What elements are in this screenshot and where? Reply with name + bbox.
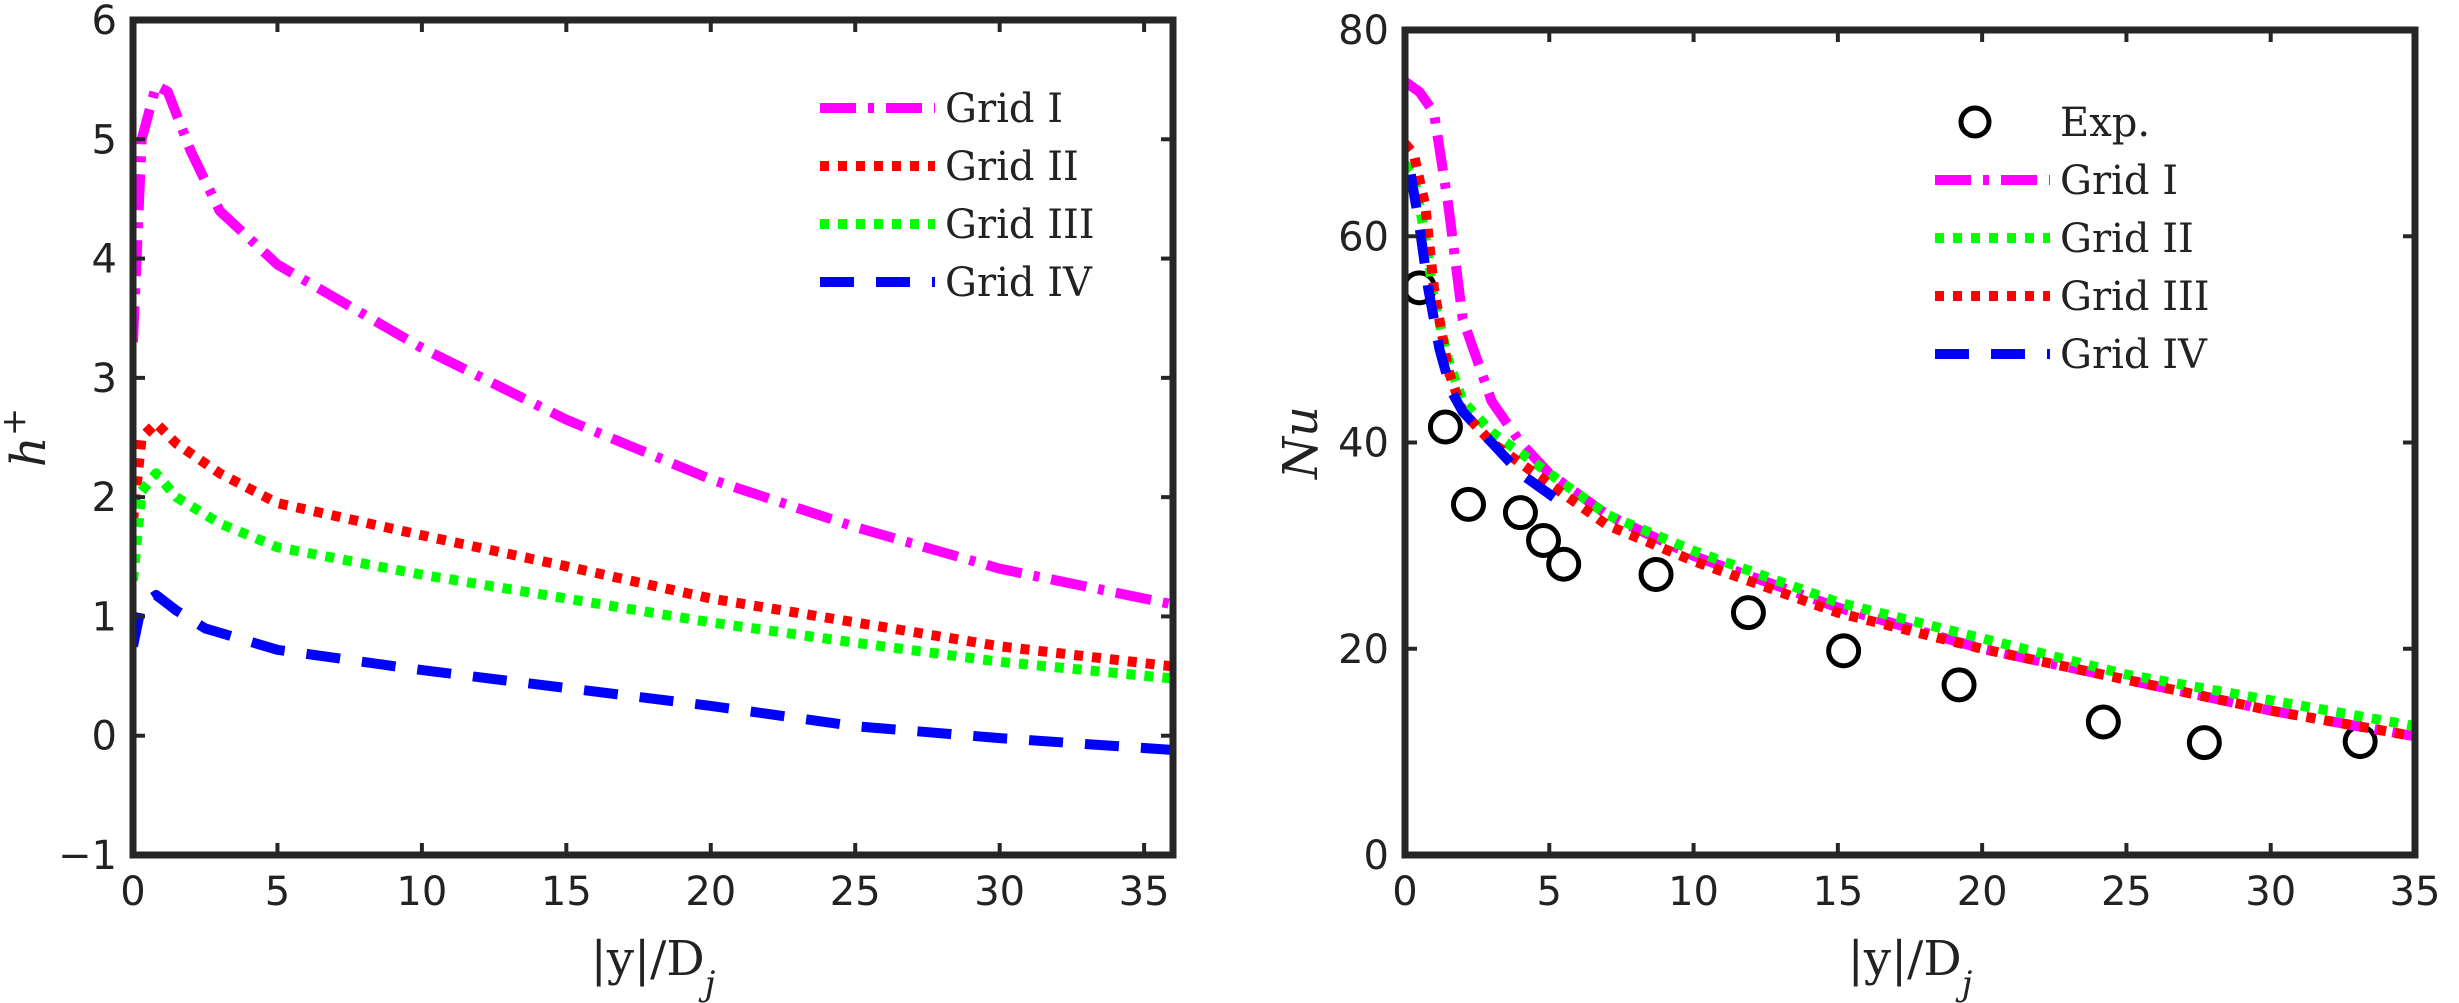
y-tick-label: 0 — [1364, 833, 1389, 879]
x-tick-label: 25 — [2101, 869, 2152, 915]
exp-data-point — [1638, 557, 1674, 592]
y-tick-label: −1 — [58, 833, 117, 879]
exp-data-point — [1730, 595, 1766, 631]
y-tick-label: 4 — [92, 237, 117, 283]
y-tick-label: 80 — [1338, 8, 1389, 54]
legend-marker — [1958, 105, 1992, 139]
exp-data-point — [1526, 522, 1562, 558]
x-tick-label: 30 — [2245, 869, 2296, 915]
exp-data-point — [2186, 725, 2222, 761]
y-tick-label: 40 — [1338, 421, 1389, 467]
plot-area — [133, 80, 1173, 755]
exp-data-point — [1427, 409, 1463, 445]
y-tick-label: 5 — [92, 117, 117, 163]
x-tick-label: 35 — [2390, 869, 2441, 915]
legend-label: Exp. — [2060, 100, 2150, 146]
legend-label: Grid IV — [945, 260, 1093, 306]
series-grid-i-line — [133, 80, 1173, 610]
series-grid-iii-line — [133, 468, 1173, 684]
y-tick-label: 2 — [92, 475, 117, 521]
x-axis-label: |y|/Dj — [1848, 931, 1973, 1003]
legend-label: Grid II — [2060, 216, 2194, 262]
plot-area — [1405, 77, 2415, 761]
legend-label: Grid III — [945, 202, 1095, 248]
exp-data-point — [1502, 495, 1538, 531]
x-tick-label: 10 — [1668, 869, 1719, 915]
chart-panel-2: 0 5 10 15 20 25 30 35 0 20 40 60 80 |y|/Dj Nu Exp. Grid … — [1273, 8, 2440, 1003]
legend: Grid I Grid II Grid III Grid IV — [820, 86, 1095, 306]
x-tick-label: 0 — [1392, 869, 1417, 915]
legend-label: Grid IV — [2060, 332, 2208, 378]
x-tick-label: 20 — [685, 869, 736, 915]
legend-label: Grid III — [2060, 274, 2210, 320]
x-tick-label: 15 — [1812, 869, 1863, 915]
axes-frame — [1401, 26, 2419, 859]
exp-data-point — [1826, 633, 1862, 669]
x-tick-label: 20 — [1957, 869, 2008, 915]
x-tick-label: 30 — [974, 869, 1025, 915]
axes-frame — [129, 16, 1177, 859]
series-grid-i-line — [1405, 77, 2415, 742]
exp-data-point — [1450, 486, 1486, 522]
y-tick-label: 3 — [92, 356, 117, 402]
x-tick-label: 15 — [541, 869, 592, 915]
exp-data-point — [1941, 667, 1977, 703]
legend: Exp. Grid I Grid II Grid III Grid IV — [1935, 100, 2210, 378]
series-grid-ii-line — [133, 418, 1173, 672]
y-axis-label: Nu — [1273, 406, 1329, 480]
series-grid-iii-line — [1405, 140, 2415, 742]
x-tick-label: 5 — [1537, 869, 1562, 915]
y-axis-label: h+ — [0, 408, 57, 467]
series-grid-iv-line — [133, 590, 1173, 755]
y-tick-label: 1 — [92, 594, 117, 640]
legend-label: Grid II — [945, 144, 1079, 190]
legend-label: Grid I — [945, 86, 1063, 132]
exp-data-point — [2085, 704, 2121, 740]
x-tick-label: 0 — [120, 869, 145, 915]
y-tick-label: 60 — [1338, 214, 1389, 260]
x-tick-label: 25 — [830, 869, 881, 915]
legend-label: Grid I — [2060, 158, 2178, 204]
series-grid-iv-line — [1405, 173, 1567, 509]
x-axis-label: |y|/Dj — [591, 931, 716, 1003]
x-tick-label: 5 — [265, 869, 290, 915]
y-tick-label: 20 — [1338, 627, 1389, 673]
exp-data-point — [1546, 546, 1582, 582]
x-tick-label: 10 — [396, 869, 447, 915]
series-grid-ii-line — [1405, 160, 2415, 732]
x-tick-label: 35 — [1119, 869, 1170, 915]
y-tick-label: 6 — [92, 0, 117, 44]
y-tick-label: 0 — [92, 714, 117, 760]
